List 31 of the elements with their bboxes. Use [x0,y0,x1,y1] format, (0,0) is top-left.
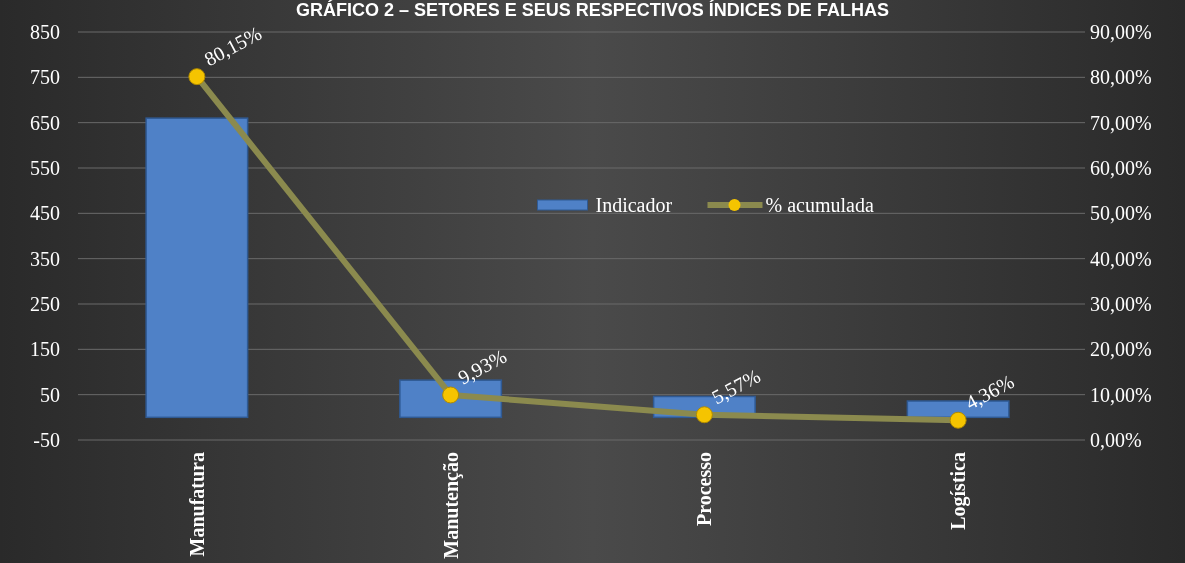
x-tick-label: Logística [947,452,971,530]
legend-label: % acumulada [765,194,874,216]
y2-tick-label: 90,00% [1090,21,1152,43]
data-label: 9,93% [454,344,511,389]
y2-tick-label: 50,00% [1090,202,1152,225]
x-tick-label: Processo [693,452,716,527]
data-label: 5,57% [707,364,764,409]
y-tick-label: -50 [33,429,60,451]
x-tick-label: Manufatura [185,452,208,557]
y2-tick-label: 70,00% [1090,111,1152,134]
y-tick-label: 650 [30,111,60,134]
y2-tick-label: 20,00% [1090,338,1152,361]
y2-tick-label: 60,00% [1090,157,1152,179]
y2-tick-label: 40,00% [1090,247,1152,270]
y2-tick-label: 0,00% [1090,429,1142,451]
y-tick-label: 550 [30,157,60,179]
legend-label: Indicador [595,194,673,216]
y2-tick-label: 30,00% [1090,293,1152,315]
x-tick-label: Manutenção [439,452,463,559]
y-tick-label: 750 [30,66,60,89]
y-tick-label: 50 [40,383,60,406]
y-tick-label: 850 [30,21,60,43]
y2-tick-label: 80,00% [1090,66,1152,89]
y-tick-label: 450 [30,202,60,225]
y-tick-label: 250 [30,293,60,315]
y-tick-label: 350 [30,247,60,270]
y-tick-label: 150 [30,338,60,361]
y2-tick-label: 10,00% [1090,383,1152,406]
bar [145,117,249,419]
data-label: 4,36% [961,370,1018,414]
chart-title: GRÁFICO 2 – SETORES E SEUS RESPECTIVOS ÍNDICES DE FALHAS [296,0,889,20]
